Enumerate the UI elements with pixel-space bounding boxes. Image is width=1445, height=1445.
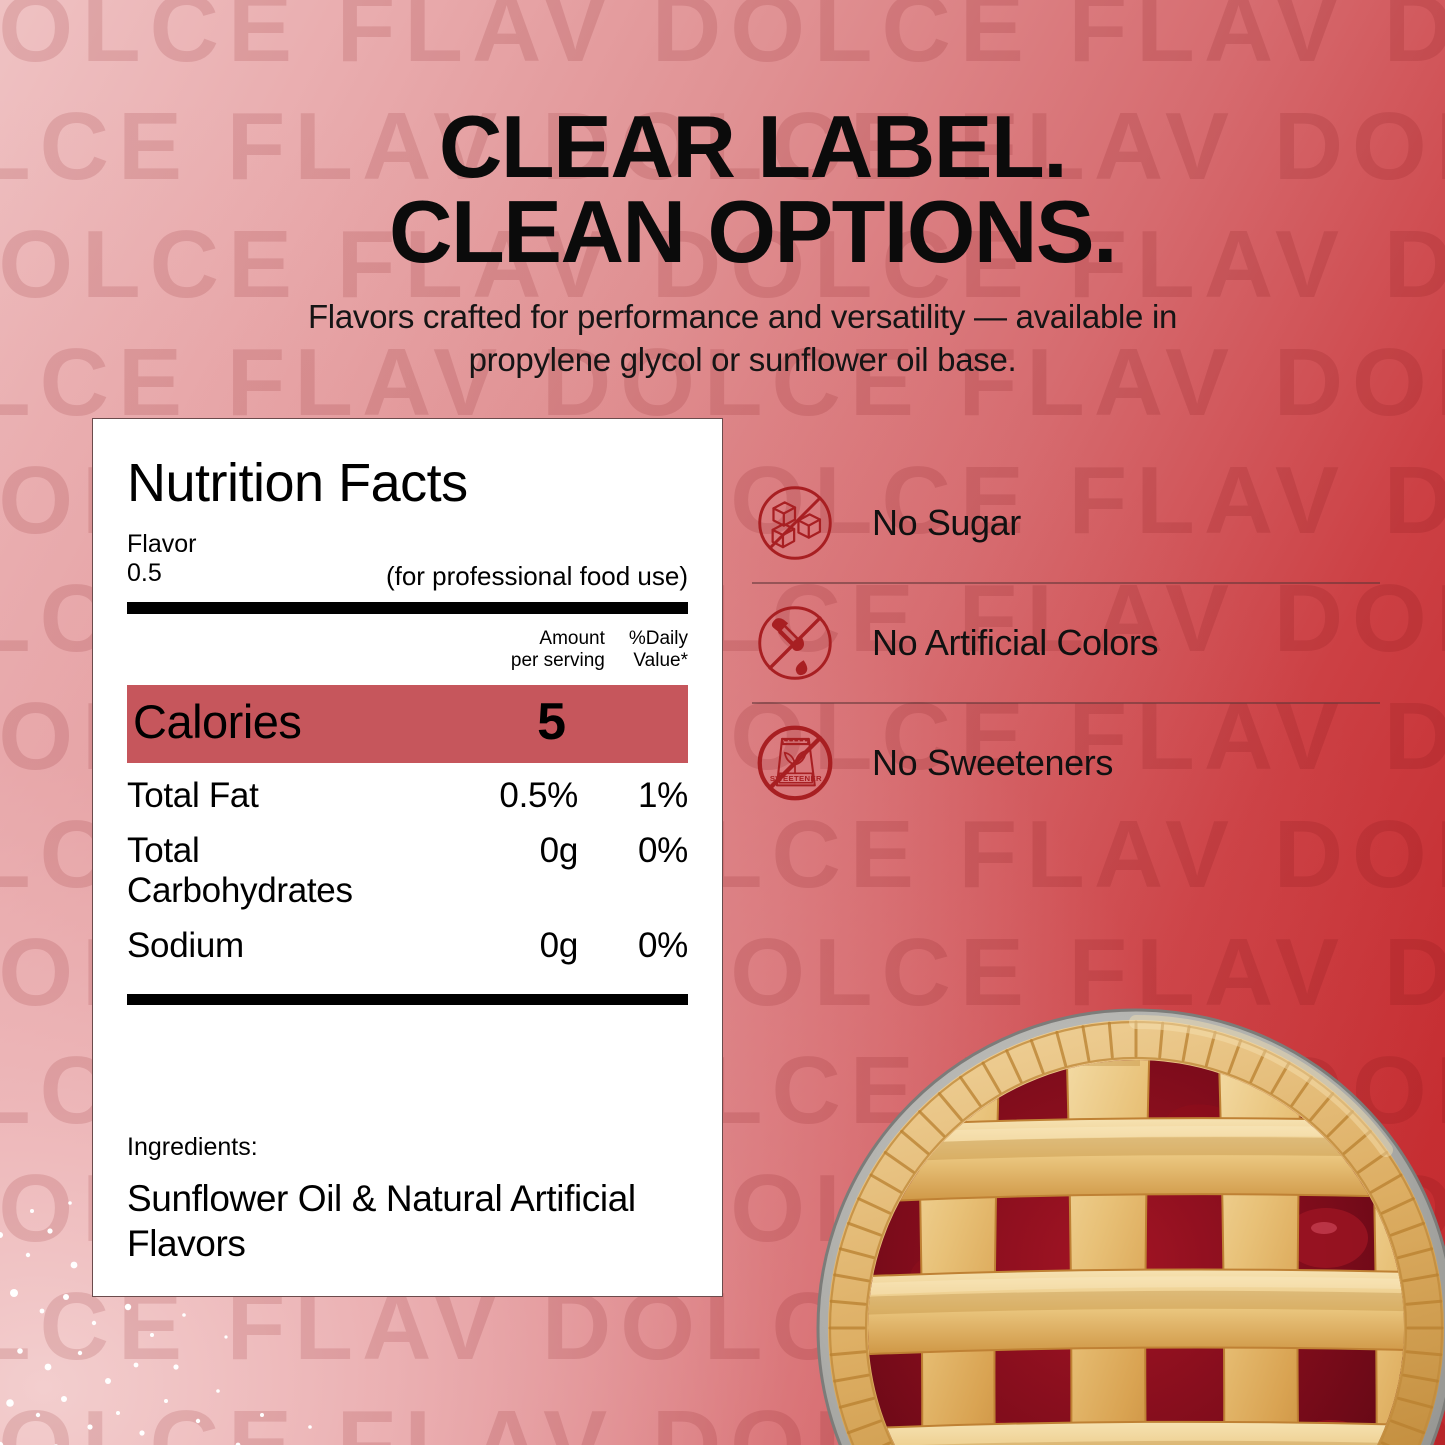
benefits-list: No Sugar No Artificial Colors [752,464,1380,822]
serving-value: 0.5 [127,559,162,588]
benefit-item-no-artificial-colors[interactable]: No Artificial Colors [752,584,1380,702]
nutrition-facts-title: Nutrition Facts [127,453,468,513]
benefit-item-no-sweeteners[interactable]: SWEETENER No Sweeteners [752,704,1380,822]
benefit-divider-1 [752,582,1380,584]
no-sweeteners-icon: SWEETENER [757,725,833,801]
nutrient-row: Total Carbohydrates 0g 0% [127,822,688,917]
nutrient-daily-value: 0% [638,830,688,870]
dv-header-line-2: Value* [633,650,688,672]
ingredients-text: Sunflower Oil & Natural Artificial Flavo… [127,1177,636,1264]
amount-header-line-1: Amount [539,627,605,649]
subhead-line-1: Flavors crafted for performance and vers… [307,297,1178,335]
serving-label: Flavor [127,529,197,558]
ingredients-label: Ingredients: [127,1132,258,1161]
professional-use-note: (for professional food use) [385,560,688,591]
lattice-cherry-pie-photo [816,1008,1445,1445]
benefit-label: No Artificial Colors [872,622,1159,663]
nutrient-amount: 0.5% [499,775,578,815]
benefit-divider-2 [752,702,1380,704]
nutrient-row: Sodium 0g 0% [127,917,688,972]
nutrition-column-headers: Amount per serving %Daily Value* [127,614,688,685]
benefit-label: No Sugar [872,502,1021,543]
nutrient-amount: 0g [539,830,579,870]
nutrient-amount: 0g [539,925,579,965]
nutrition-rule-bottom [127,993,688,1005]
calories-label: Calories [133,695,302,748]
benefit-label: No Sweeteners [872,742,1113,783]
watermark-row: DOLCE FLAV DOLCE FLAV DOLCE FLAV DOLCE F… [0,93,1445,200]
nutrient-name: Total Fat [127,775,259,815]
nutrient-daily-value: 0% [638,925,688,965]
subhead-line-2: propylene glycol or sunflower oil base. [468,341,1017,379]
watermark-row: DOLCE FLAV DOLCE FLAV DOLCE FLAV DOLCE F… [0,0,1445,82]
amount-per-serving-header: Amount per serving [511,628,605,673]
nutrient-rows: Total Fat 0.5% 1% Total Carbohydrates 0g 0% So… [127,767,688,972]
daily-value-header: %Daily Value* [629,628,688,673]
calories-value: 5 [537,692,566,751]
no-artificial-colors-icon [758,606,832,680]
calories-row: Calories 5 [127,684,688,763]
nutrient-name: Sodium [127,925,244,965]
benefit-item-no-sugar[interactable]: No Sugar [752,464,1380,582]
nutrient-row: Total Fat 0.5% 1% [127,767,688,822]
watermark-row: DOLCE FLAV DOLCE FLAV DOLCE FLAV DOLCE F… [0,211,1445,318]
nutrient-daily-value: 1% [638,775,688,815]
amount-header-line-2: per serving [510,650,605,672]
serving-size-block: Flavor 0.5 (for professional food use) [127,530,688,592]
dv-header-line-1: %Daily [628,627,688,649]
svg-text:SWEETENER: SWEETENER [770,774,822,783]
no-sugar-icon [758,486,832,560]
nutrition-facts-panel: Nutrition Facts Flavor 0.5 (for professi… [92,418,723,1297]
nutrient-name: Total Carbohydrates [127,830,353,910]
nutrition-rule-thick [127,601,688,614]
headline-line-1: CLEAR LABEL. [438,97,1068,196]
hero-text-block: CLEAR LABEL. CLEAN OPTIONS. Flavors craf… [0,97,1445,382]
headline-line-2: CLEAN OPTIONS. [388,182,1118,282]
